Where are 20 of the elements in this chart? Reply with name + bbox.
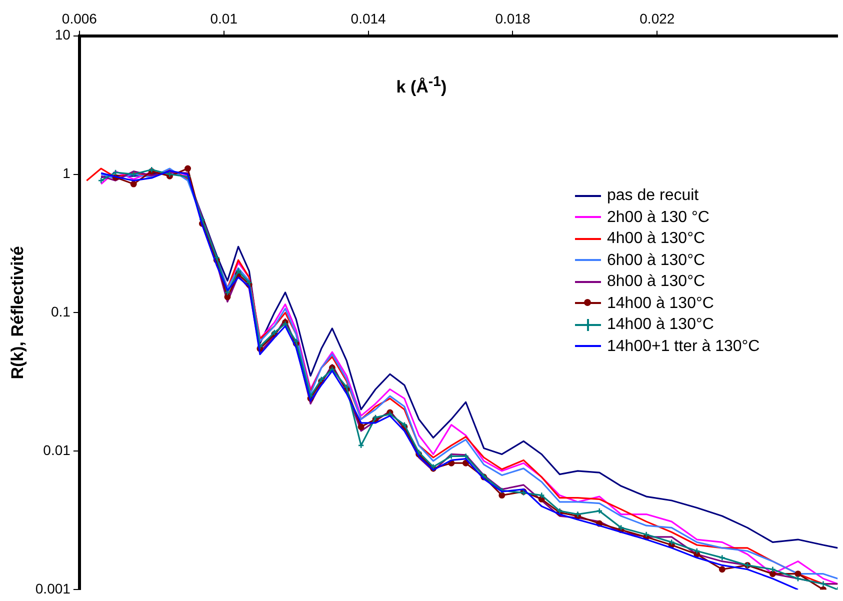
- x-tick-label: 0.018: [495, 10, 530, 26]
- legend-label: 14h00 à 130°C: [607, 294, 714, 314]
- y-axis-title: R(k), Réflectivité: [8, 246, 27, 380]
- y-tick-label: 1: [62, 165, 71, 182]
- legend-label: pas de recuit: [607, 186, 699, 206]
- x-axis-title: k (Å$^{-1}$): [395, 74, 448, 98]
- x-tick-label: 0.006: [62, 10, 98, 26]
- y-tick-label: 0.001: [35, 580, 71, 596]
- legend-label: 4h00 à 130°C: [607, 229, 706, 249]
- legend-label: 8h00 à 130°C: [607, 272, 706, 292]
- y-tick-label: 10: [54, 26, 71, 43]
- legend-label: 14h00 à 130°C: [607, 315, 714, 335]
- x-tick-label: 0.014: [350, 10, 386, 26]
- legend-label: 6h00 à 130°C: [607, 250, 706, 270]
- x-tick-label: 0.01: [210, 10, 238, 26]
- legend-label: 2h00 à 130 °C: [607, 208, 710, 228]
- legend-label: 14h00+1 tter à 130°C: [607, 336, 760, 356]
- y-tick-label: 0.1: [50, 304, 71, 320]
- x-tick-label: 0.022: [640, 10, 675, 26]
- y-tick-label: 0.01: [43, 442, 71, 458]
